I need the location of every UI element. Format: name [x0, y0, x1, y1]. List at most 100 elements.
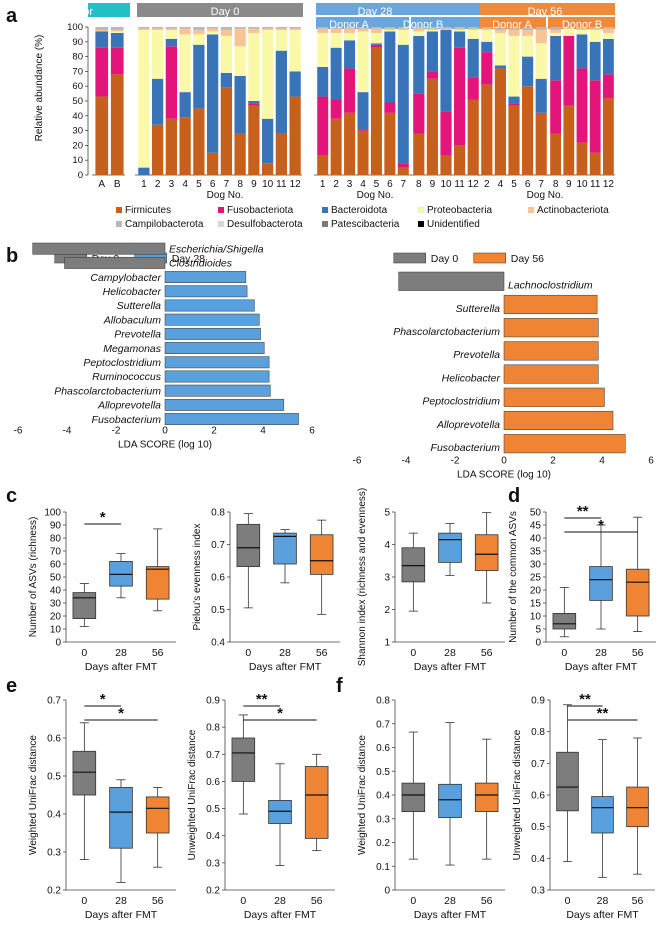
panel-a-xtick-label: 1	[141, 179, 147, 190]
abundance-bar-segment	[317, 66, 329, 97]
box-common-asvs-xtick-label: 0	[561, 647, 567, 659]
abundance-bar-segment	[220, 72, 233, 88]
lefse-day56-taxon-label: Sutterella	[456, 303, 501, 315]
abundance-bar-segment	[234, 27, 246, 29]
abundance-bar-segment	[563, 28, 575, 36]
abundance-bar-segment	[248, 105, 260, 175]
abundance-bar-segment	[426, 31, 438, 72]
abundance-bar-segment	[95, 31, 109, 48]
panel-a-xtick-label: 6	[210, 179, 216, 190]
box-common-asvs-box-56	[625, 568, 650, 617]
lefse-day56-taxon-label: Helicobacter	[442, 372, 501, 384]
panel-a-xtick-label: 8	[416, 179, 422, 190]
box-weighted-e-sig-label: *	[118, 705, 124, 722]
abundance-bar-segment	[467, 29, 479, 39]
lefse-day28-xtick-label: -6	[14, 426, 23, 437]
panel-a-ytick-label: 100	[67, 22, 83, 33]
lefse-day28-taxon-label: Fusobacterium	[92, 414, 162, 426]
box-richness-ytick-label: 60	[50, 560, 62, 571]
box-weighted-f-xtick-label: 0	[410, 895, 416, 907]
box-common-asvs-ylabel: Number of the common ASVs	[508, 511, 519, 643]
abundance-bar-segment	[317, 155, 329, 175]
box-weighted-e-ytick-label: 0.7	[47, 696, 61, 707]
abundance-bar-segment	[397, 163, 409, 168]
box-evenness-ytick-label: 0.8	[211, 508, 225, 519]
box-unweighted-e-box-0	[231, 737, 256, 782]
box-richness-ytick-label: 30	[50, 599, 62, 610]
panel-a-xtick-label: B	[114, 179, 121, 190]
lefse-day56-xtick-label: 0	[501, 456, 507, 467]
abundance-bar-segment	[234, 133, 246, 175]
lefse-day28-xtick-label: 2	[211, 426, 217, 437]
lefse-day28-lda-bar	[164, 413, 299, 426]
lefse-day56-legend-swatch-day0	[393, 252, 426, 264]
abundance-bar-segment	[454, 47, 466, 146]
abundance-bar-segment	[248, 27, 260, 29]
lefse-day28-taxon-label: Escherichia/Shigella	[169, 243, 264, 255]
lefse-day28-xtick-label: -4	[63, 426, 72, 437]
lefse-day28-xlabel: LDA SCORE (log 10)	[118, 440, 212, 451]
day56-header-bar	[480, 3, 615, 15]
abundance-bar-segment	[370, 47, 382, 175]
abundance-bar-segment	[330, 32, 342, 48]
lefse-day56-lda-bar	[503, 410, 614, 431]
lefse-day28-xtick-label: 6	[309, 426, 315, 437]
abundance-bar-segment	[289, 71, 301, 97]
box-weighted-f-ytick-label: 0	[384, 886, 390, 897]
panel-a-ytick-label: 40	[72, 111, 83, 122]
day56-donor-a-bar	[480, 17, 546, 29]
lefse-day56-legend-day56: Day 56	[511, 253, 544, 265]
abundance-bar-segment	[275, 133, 288, 175]
panel-a-xtick-label: 5	[511, 179, 517, 190]
abundance-bar-segment	[508, 35, 520, 97]
box-evenness-box-28	[273, 532, 297, 565]
panel-a-xtick-label: 12	[603, 179, 615, 190]
box-unweighted-e-ylabel: Unweighted UniFrac distance	[187, 729, 198, 860]
legend-actinobacteriota: Actinobacteriota	[537, 205, 609, 216]
abundance-bar-segment	[179, 27, 191, 29]
panel-a-xtick-label: 8	[553, 179, 559, 190]
lefse-day28-lda-bar	[164, 398, 285, 411]
box-unweighted-f-xtick-label: 56	[632, 895, 644, 907]
lefse-day28-taxon-label: Clostridioides	[169, 258, 233, 270]
abundance-bar-segment	[110, 27, 124, 30]
box-common-asvs-ytick-label: 40	[530, 534, 542, 545]
panel-a-xtick-label: 10	[576, 179, 588, 190]
lefse-day28-taxon-label: Campylobacter	[90, 272, 161, 284]
abundance-bar-segment	[317, 28, 329, 33]
lefse-day28-lda-bar	[32, 242, 166, 255]
abundance-bar-segment	[275, 29, 288, 51]
lefse-day28-taxon-label: Peptoclostridium	[83, 357, 161, 369]
box-unweighted-f-ytick-label: 0.9	[531, 696, 545, 707]
box-weighted-f-ytick-label: 0.2	[376, 838, 390, 849]
abundance-bar-segment	[248, 28, 260, 33]
abundance-bar-segment	[522, 29, 534, 36]
box-unweighted-e-sig-label: **	[256, 691, 268, 708]
panel-a-xtick-label: 4	[360, 179, 366, 190]
box-common-asvs-ytick-label: 25	[530, 573, 542, 584]
day28-donor-a-bar	[316, 17, 409, 29]
abundance-bar-segment	[110, 47, 124, 75]
lefse-day56-xtick-label: 4	[599, 456, 605, 467]
abundance-bar-segment	[344, 68, 356, 113]
box-common-asvs-xtick-label: 56	[632, 647, 644, 659]
box-unweighted-e-ytick-label: 0.8	[206, 723, 220, 734]
abundance-bar-segment	[384, 27, 396, 29]
box-weighted-f-ytick-label: 0.5	[376, 767, 390, 778]
lefse-day28-lda-bar	[164, 356, 270, 369]
abundance-bar-segment	[151, 28, 164, 30]
abundance-bar-segment	[589, 28, 601, 30]
box-common-asvs-ytick-label: 35	[530, 547, 542, 558]
abundance-bar-segment	[576, 68, 588, 143]
box-common-asvs-sig-label: **	[577, 503, 589, 520]
lefse-day56-taxon-label: Lachnoclostridium	[508, 280, 593, 292]
legend-swatch-proteobacteria	[417, 206, 425, 214]
abundance-bar-segment	[151, 124, 164, 175]
box-shannon-ytick-label: 5	[384, 508, 390, 519]
abundance-bar-segment	[413, 93, 425, 134]
box-weighted-f-box-28	[438, 783, 462, 818]
box-richness-box-0	[72, 592, 97, 619]
lefse-day56-xtick-label: 2	[550, 456, 556, 467]
abundance-bar-segment	[602, 27, 614, 29]
box-evenness-ytick-label: 0.6	[211, 573, 225, 584]
